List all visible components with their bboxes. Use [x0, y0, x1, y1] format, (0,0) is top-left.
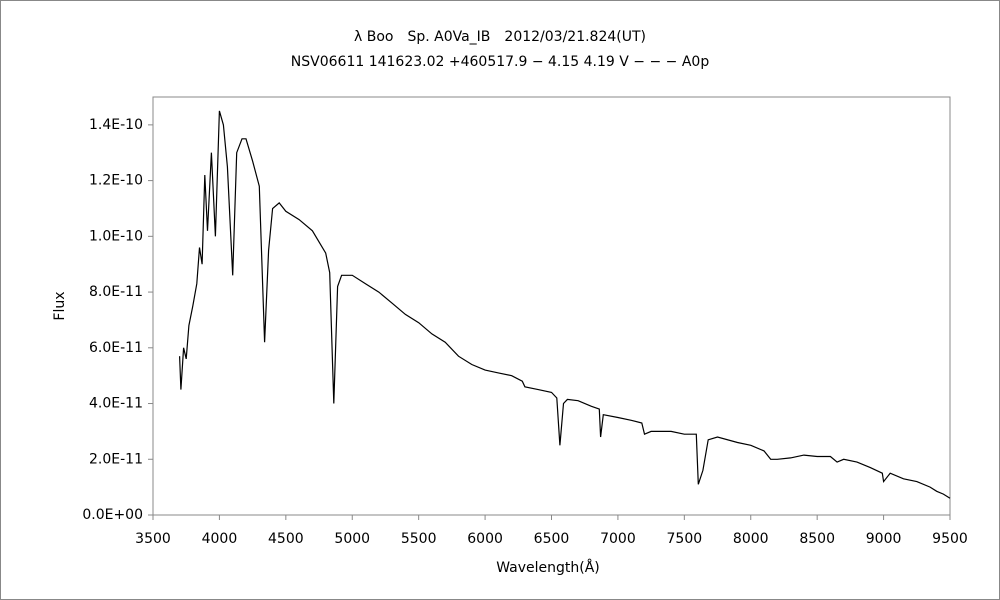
x-tick-label: 9500: [932, 531, 968, 547]
y-tick-label: 0.0E+00: [82, 507, 143, 523]
x-tick-label: 7500: [667, 531, 703, 547]
x-tick-label: 7000: [600, 531, 636, 547]
x-tick-label: 4000: [202, 531, 238, 547]
x-axis-label: Wavelength(Å): [496, 559, 600, 576]
chart-subtitle: NSV06611 141623.02 +460517.9 − 4.15 4.19…: [291, 54, 710, 70]
y-tick-label: 4.0E-11: [89, 396, 143, 412]
x-tick-label: 5500: [401, 531, 437, 547]
y-tick-label: 1.2E-10: [89, 173, 143, 189]
x-tick-label: 6000: [467, 531, 503, 547]
x-tick-label: 9000: [866, 531, 902, 547]
x-tick-label: 6500: [534, 531, 570, 547]
x-tick-label: 8000: [733, 531, 769, 547]
y-tick-label: 6.0E-11: [89, 340, 143, 356]
y-tick-label: 8.0E-11: [89, 284, 143, 300]
y-tick-label: 1.0E-10: [89, 228, 143, 244]
x-tick-label: 5000: [334, 531, 370, 547]
x-tick-label: 4500: [268, 531, 304, 547]
x-tick-label: 8500: [799, 531, 835, 547]
y-tick-label: 2.0E-11: [89, 451, 143, 467]
y-tick-label: 1.4E-10: [89, 117, 143, 133]
chart-title: λ Boo Sp. A0Va_IB 2012/03/21.824(UT): [354, 29, 646, 45]
y-axis-label: Flux: [52, 291, 68, 320]
spectrum-line: [179, 110, 951, 499]
x-tick-label: 3500: [135, 531, 171, 547]
